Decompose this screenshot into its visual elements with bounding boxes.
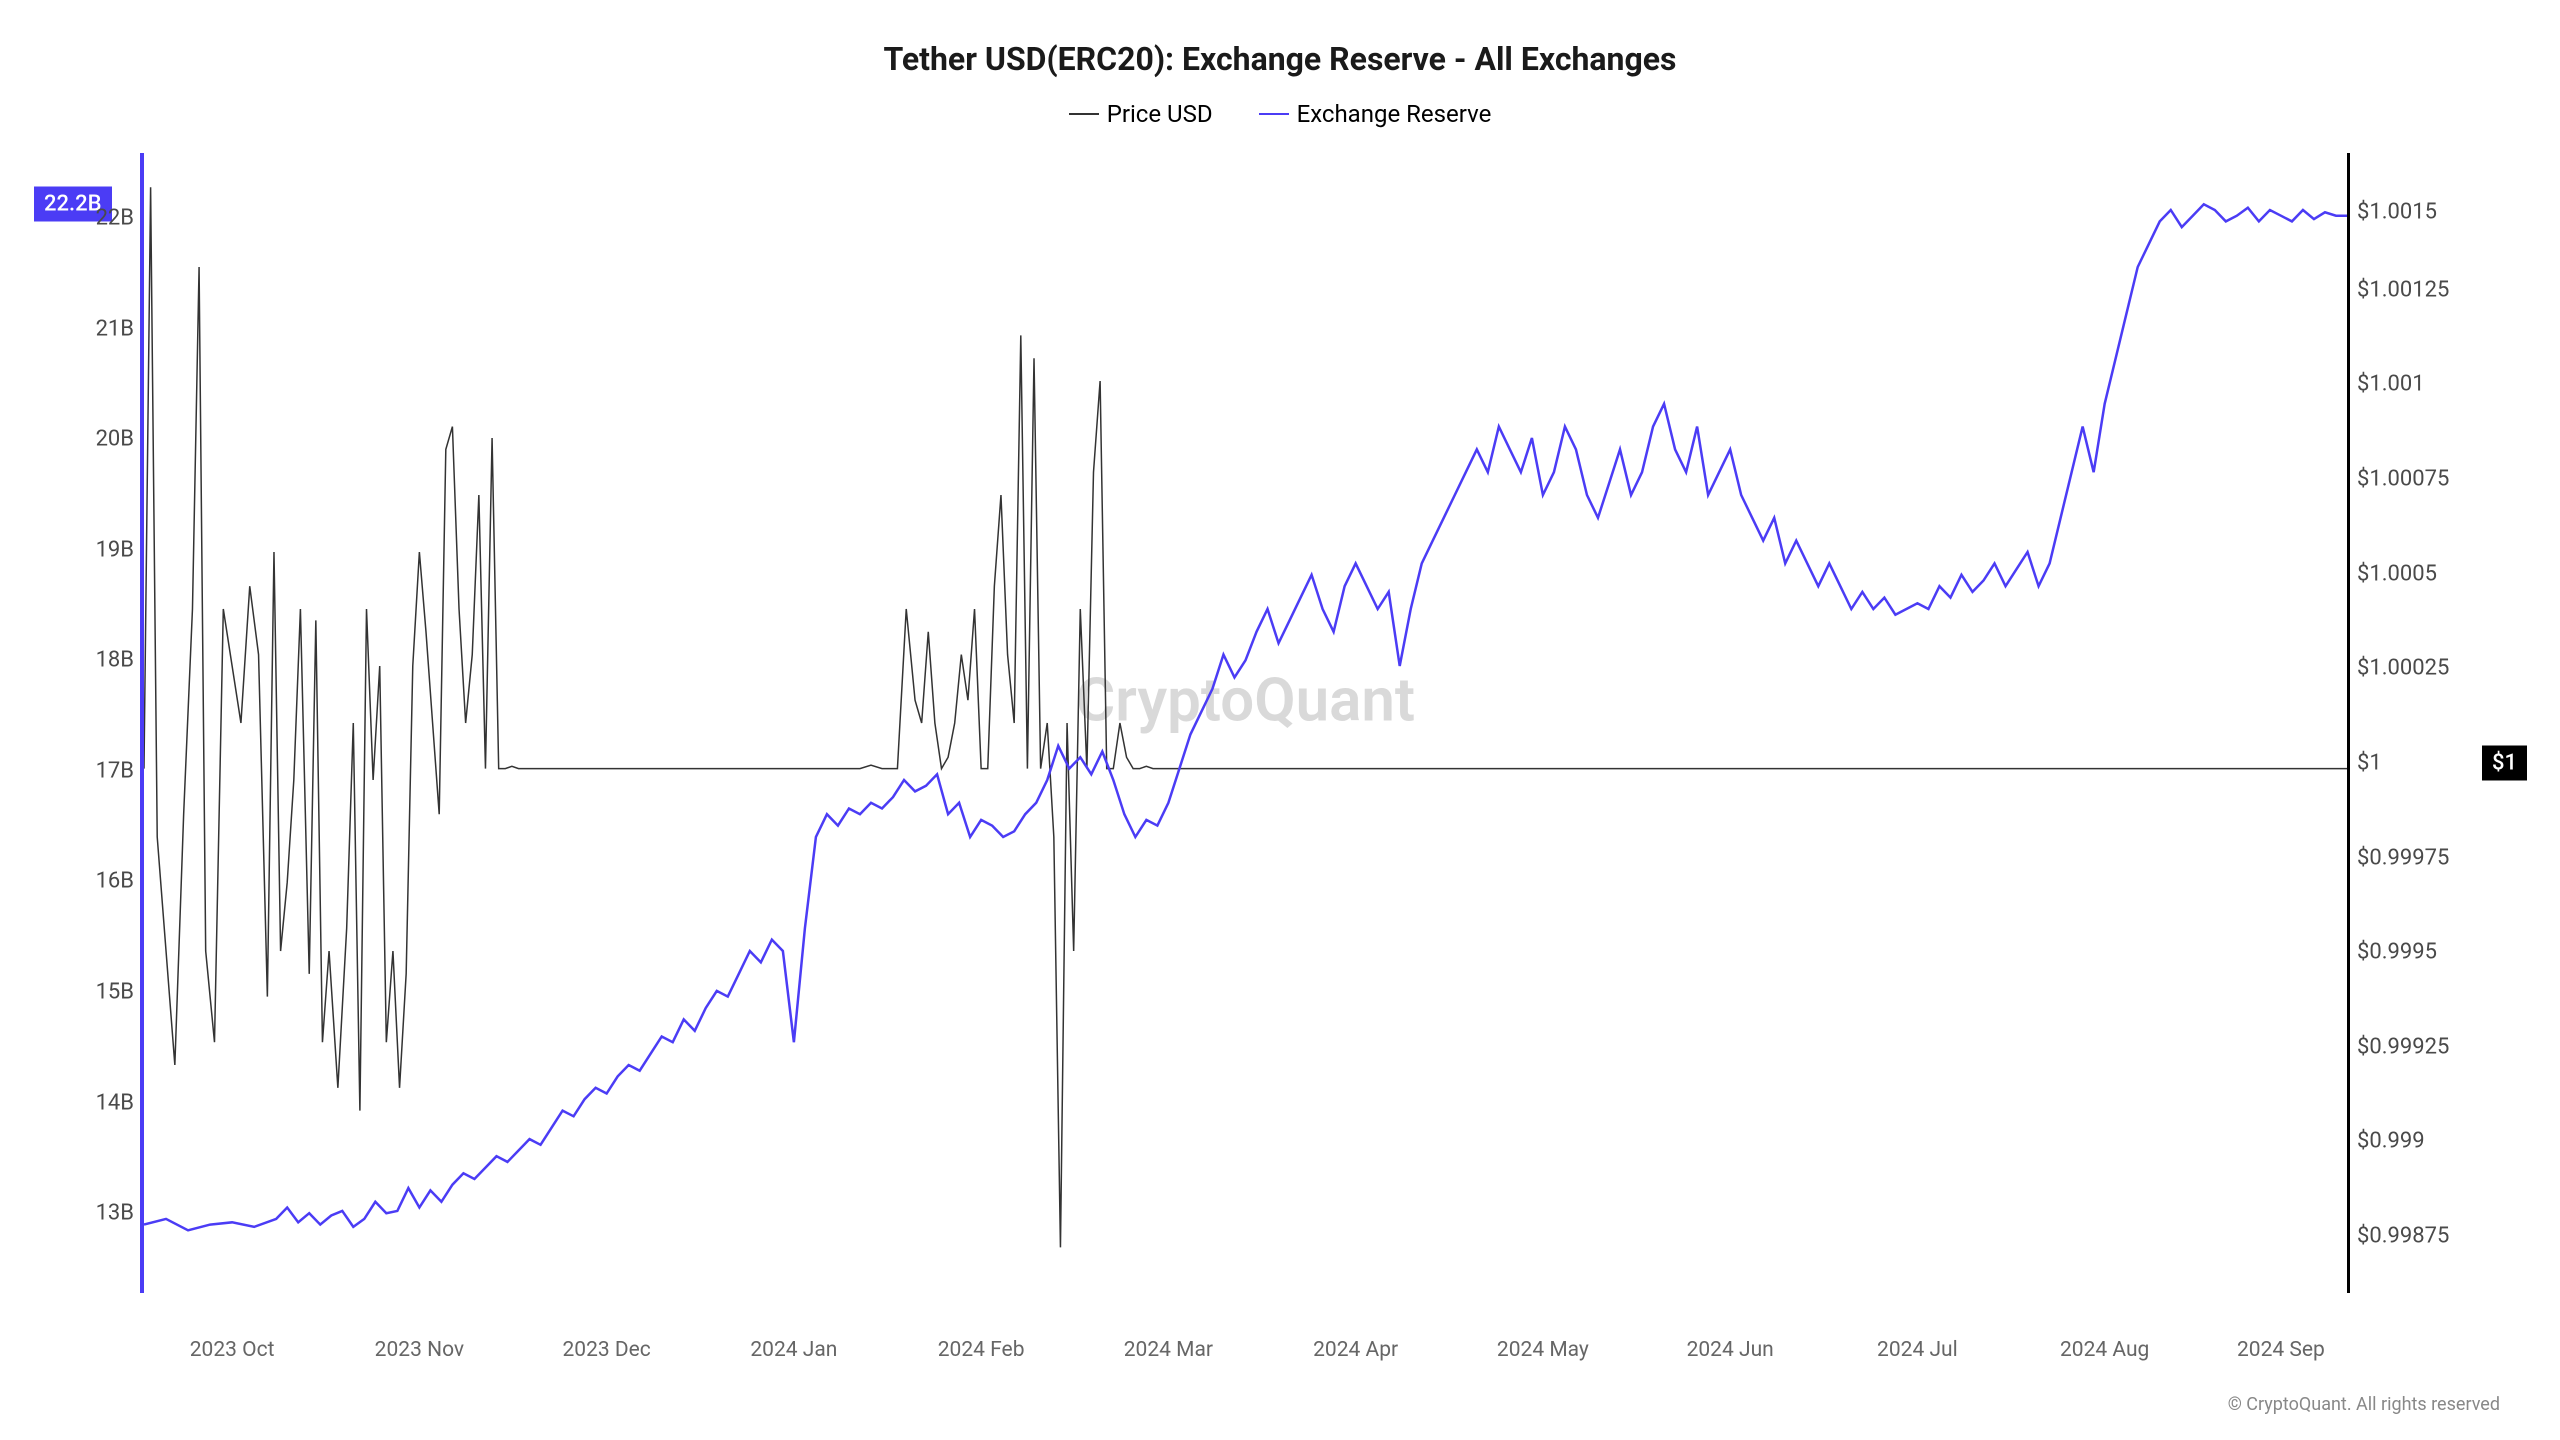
legend-item-reserve: Exchange Reserve [1259,100,1492,128]
y-right-tick: $0.99925 [2357,1034,2449,1059]
y-right-tick: $1.00125 [2357,277,2449,302]
y-left-tick: 22B [69,205,134,230]
reserve-line [144,204,2347,1230]
y-right-tick: $1 [2357,750,2382,775]
x-tick: 2023 Nov [375,1338,464,1362]
x-tick: 2024 Mar [1124,1338,1213,1362]
y-left-tick: 14B [69,1090,134,1115]
legend-label-reserve: Exchange Reserve [1297,100,1492,128]
y-left-tick: 20B [69,427,134,452]
y-left-tick: 16B [69,869,134,894]
x-tick: 2024 Jan [750,1338,837,1362]
x-tick: 2024 Jul [1877,1338,1958,1362]
x-tick: 2023 Dec [562,1338,650,1362]
chart-title: Tether USD(ERC20): Exchange Reserve - Al… [30,40,2530,78]
legend-label-price: Price USD [1107,100,1213,128]
x-tick: 2023 Oct [190,1338,275,1362]
y-left-tick: 17B [69,758,134,783]
y-left-axis: 13B 14B 15B 16B 17B 18B 19B 20B 21B 22B [69,153,134,1293]
x-tick: 2024 May [1497,1338,1589,1362]
y-right-axis: $0.99875 $0.999 $0.99925 $0.9995 $0.99975 $1 $… [2357,153,2497,1293]
x-tick: 2024 Sep [2237,1338,2325,1362]
y-left-tick: 18B [69,648,134,673]
y-right-tick: $0.999 [2357,1129,2425,1154]
y-right-tick: $1.0005 [2357,561,2437,586]
legend-item-price: Price USD [1069,100,1213,128]
legend-line-price [1069,113,1099,115]
y-right-tick: $1.001 [2357,372,2425,397]
y-left-tick: 15B [69,980,134,1005]
chart-legend: Price USD Exchange Reserve [30,93,2530,128]
y-right-tick: $1.0015 [2357,200,2437,225]
x-tick: 2024 Jun [1687,1338,1774,1362]
y-right-tick: $1.00025 [2357,656,2449,681]
x-tick: 2024 Feb [938,1338,1025,1362]
legend-line-reserve [1259,113,1289,115]
chart-container: Tether USD(ERC20): Exchange Reserve - Al… [30,40,2530,1420]
x-tick: 2024 Aug [2060,1338,2149,1362]
y-right-tick: $0.99875 [2357,1224,2449,1249]
y-left-tick: 13B [69,1201,134,1226]
x-tick: 2024 Apr [1313,1338,1398,1362]
plot-area: CryptoQuant 22.2B $1 13B14B15B16B17B18B1… [140,153,2350,1293]
y-left-tick: 19B [69,537,134,562]
price-line [144,187,2347,1247]
chart-lines [144,153,2347,1293]
y-right-tick: $0.9995 [2357,940,2437,965]
y-right-tick: $1.00075 [2357,467,2449,492]
y-right-tick: $0.99975 [2357,845,2449,870]
copyright: © CryptoQuant. All rights reserved [2228,1394,2500,1415]
y-left-tick: 21B [69,316,134,341]
